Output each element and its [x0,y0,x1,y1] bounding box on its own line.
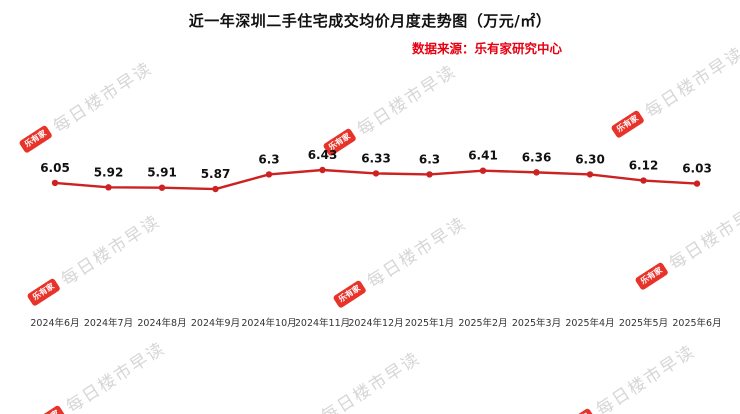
data-point [693,180,701,187]
chart-title: 近一年深圳二手住宅成交均价月度走势图（万元/㎡） [188,12,552,30]
x-axis-label: 2025年2月 [458,317,507,329]
data-point [479,167,487,174]
x-axis-label: 2025年1月 [405,317,454,329]
data-point [640,177,647,184]
value-label: 6.33 [361,151,391,165]
value-label: 6.12 [629,159,659,173]
value-label: 6.3 [419,152,440,166]
x-axis-label: 2024年8月 [137,317,186,329]
data-point [372,170,380,177]
data-point [319,166,326,174]
data-point [105,184,112,191]
x-axis-label: 2024年10月 [241,317,296,329]
value-label: 6.30 [575,152,605,166]
data-point [426,171,433,178]
data-source-label: 数据来源：乐有家研究中心 [411,41,562,56]
data-point [586,171,594,178]
value-label: 5.91 [147,166,177,180]
value-label: 6.3 [258,152,279,166]
data-point [158,184,166,191]
x-axis-label: 2024年11月 [295,317,350,329]
value-label: 5.92 [94,165,124,179]
x-axis-label: 2025年6月 [672,317,721,329]
x-axis-label: 2025年5月 [619,317,668,329]
value-label: 6.43 [308,148,338,162]
value-label: 6.36 [522,150,552,164]
data-point [265,171,273,178]
data-point [533,169,540,176]
value-label: 6.03 [682,162,712,176]
value-label: 5.87 [201,167,231,181]
x-axis-label: 2025年4月 [565,317,614,329]
x-axis-label: 2024年7月 [84,317,133,329]
x-axis-label: 2024年12月 [348,317,403,329]
data-point [212,185,219,193]
x-axis-label: 2024年6月 [30,317,79,329]
value-label: 6.05 [40,161,70,175]
x-axis-label: 2025年3月 [512,317,561,329]
value-label: 6.41 [468,149,498,163]
data-point [51,179,59,187]
x-axis-label: 2024年9月 [191,317,240,329]
